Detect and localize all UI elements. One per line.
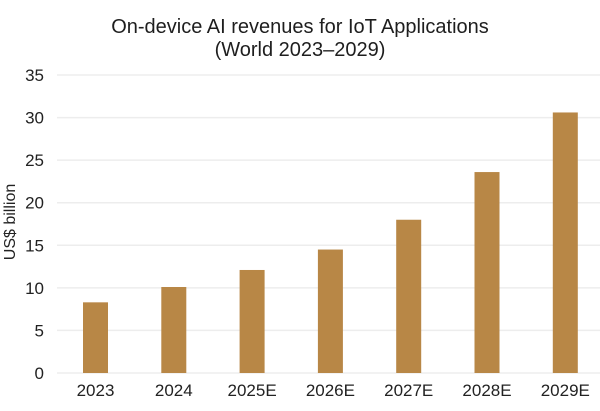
y-tick-label: 15 — [25, 236, 44, 255]
x-axis-ticks: 2023 2024 2025E 2026E 2027E 2028E 2029E — [77, 381, 590, 400]
gridlines — [57, 74, 600, 374]
bar-2024 — [161, 287, 187, 373]
bar-2028E — [474, 172, 500, 373]
y-tick-label: 5 — [35, 321, 44, 340]
bar-2023 — [83, 302, 108, 373]
x-tick-label: 2028E — [462, 381, 511, 400]
y-axis-ticks: 0 5 10 15 20 25 30 35 — [25, 66, 44, 383]
y-tick-label: 0 — [35, 364, 44, 383]
bar-2026E — [317, 249, 343, 373]
x-tick-label: 2024 — [155, 381, 193, 400]
bars — [83, 112, 578, 373]
bar-2027E — [396, 219, 422, 373]
x-tick-label: 2026E — [306, 381, 355, 400]
chart-title: On-device AI revenues for IoT Applicatio… — [111, 16, 489, 38]
y-tick-label: 35 — [25, 66, 44, 85]
bar-2025E — [239, 269, 265, 373]
y-tick-label: 25 — [25, 151, 44, 170]
x-tick-label: 2025E — [228, 381, 277, 400]
x-tick-label: 2029E — [541, 381, 590, 400]
y-axis-label: US$ billion — [2, 184, 19, 260]
x-tick-label: 2023 — [77, 381, 115, 400]
bar-2029E — [552, 112, 578, 373]
y-tick-label: 20 — [25, 194, 44, 213]
chart-subtitle: (World 2023–2029) — [214, 39, 386, 61]
x-tick-label: 2027E — [384, 381, 433, 400]
y-tick-label: 30 — [25, 109, 44, 128]
y-tick-label: 10 — [25, 279, 44, 298]
